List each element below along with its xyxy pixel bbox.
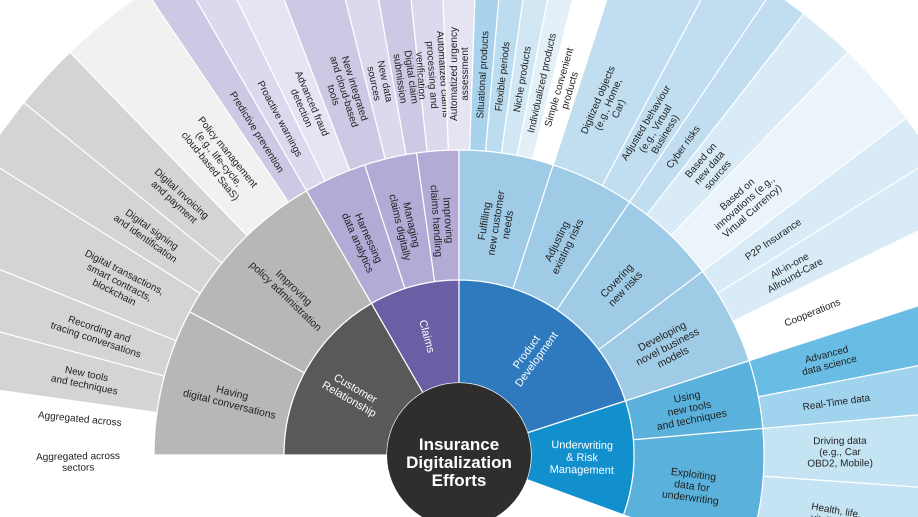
subcategory-using-label-line: Using [673, 389, 702, 406]
center-circle [387, 383, 531, 517]
leaf-aggregated-across-label-line: Aggregated across [36, 451, 120, 463]
leaf-aggregated-across-label-line: sectors [62, 462, 94, 474]
subcategory-improving-label-line: claims handling [428, 185, 445, 258]
center-title-line-3: Efforts [432, 471, 487, 490]
subcategory-exploiting-label-line: Exploiting [670, 466, 717, 484]
leaf-driving-data-label-line: (e.g., Car [819, 447, 861, 458]
leaf-automatized-urgency-label-line: Automatized urgency [449, 27, 460, 121]
leaf-situational-products-label-line: Situational products [475, 31, 491, 119]
leaf-automatized-claims-label-line: processing and [424, 41, 440, 109]
leaf-automatized-urgency-label-line: assessment [460, 47, 471, 101]
leaf-situational-products-label: Situational products [475, 31, 491, 119]
leaf-automatized-urgency-label: Automatized urgency assessment [449, 27, 471, 121]
center-title-line-1: Insurance [419, 435, 499, 454]
leaf-driving-data-label-line: Driving data [813, 436, 867, 447]
category-underwriting-label-line: Management [550, 464, 614, 477]
subcategory-improving-label-line: Improving [440, 197, 455, 244]
center-hub: Insurance Digitalization Efforts [387, 383, 531, 517]
subcategory-exploiting-label-line: data for [673, 478, 710, 495]
category-underwriting-label-line: Underwriting [551, 439, 613, 452]
subcategory-fulfilling-label-line: Fulfilling [476, 201, 494, 241]
center-title-line-2: Digitalization [406, 453, 512, 472]
subcategory-fulfilling-label-line: needs [500, 210, 516, 240]
category-underwriting-label-line: & Risk [566, 452, 598, 465]
leaf-automatized-claims-label-line: verification [413, 52, 427, 100]
leaf-driving-data-label-line: OBD2, Mobile) [807, 458, 873, 470]
